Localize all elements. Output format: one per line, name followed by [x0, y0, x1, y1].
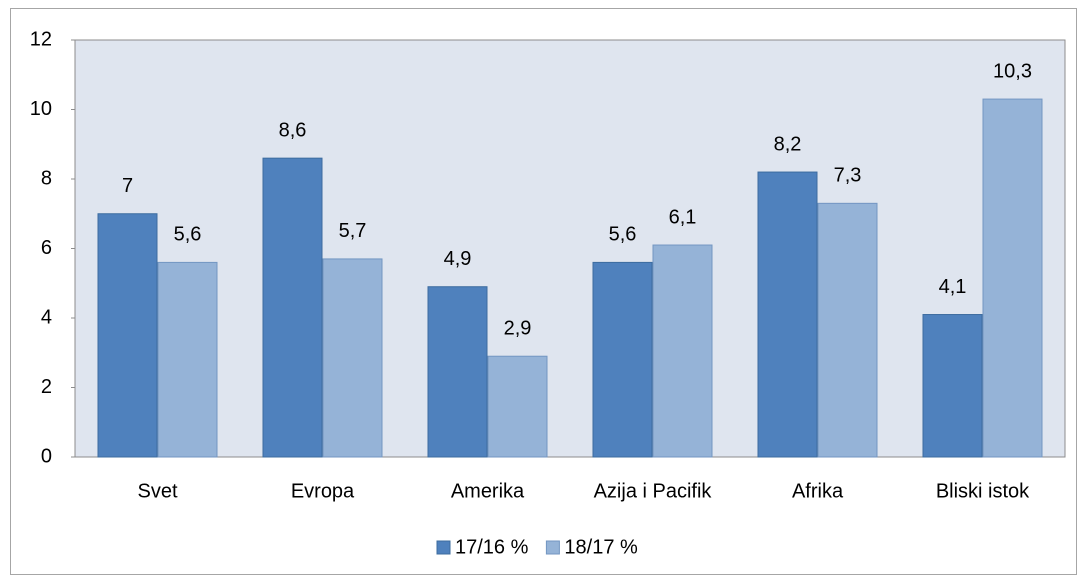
- bar: [262, 157, 323, 458]
- bar: [487, 355, 548, 458]
- value-label: 10,3: [993, 60, 1032, 82]
- x-tick-label: Bliski istok: [936, 480, 1030, 502]
- x-tick-label: Azija i Pacifik: [594, 480, 713, 502]
- bar: [322, 258, 383, 458]
- value-label: 8,6: [279, 119, 307, 141]
- plot-area: [74, 39, 1066, 458]
- y-tick-label: 12: [30, 28, 52, 50]
- bar: [757, 171, 818, 458]
- legend-swatch: [436, 540, 451, 555]
- x-tick-label: Svet: [137, 480, 177, 502]
- x-tick-label: Evropa: [291, 480, 355, 502]
- value-label: 5,7: [339, 220, 367, 242]
- bar: [592, 261, 653, 458]
- legend-label: 17/16 %: [455, 536, 529, 558]
- value-label: 5,6: [174, 224, 202, 246]
- bar: [982, 98, 1043, 458]
- x-tick-label: Afrika: [792, 480, 844, 502]
- bar: [817, 202, 878, 458]
- value-label: 5,6: [609, 224, 637, 246]
- bar: [157, 261, 218, 458]
- value-label: 7,3: [834, 165, 862, 187]
- y-tick-label: 4: [41, 306, 52, 328]
- legend-swatch: [545, 540, 560, 555]
- value-label: 4,9: [444, 248, 472, 270]
- y-tick-label: 6: [41, 237, 52, 259]
- value-label: 8,2: [774, 133, 802, 155]
- y-tick-label: 8: [41, 167, 52, 189]
- value-label: 6,1: [669, 206, 697, 228]
- value-label: 4,1: [939, 276, 967, 298]
- value-label: 7: [122, 175, 133, 197]
- bar: [97, 213, 158, 458]
- bar: [427, 286, 488, 458]
- y-tick-label: 2: [41, 376, 52, 398]
- bar: [922, 314, 983, 458]
- value-label: 2,9: [504, 318, 532, 340]
- y-tick-label: 0: [41, 445, 52, 467]
- x-tick-label: Amerika: [451, 480, 525, 502]
- bar: [652, 244, 713, 458]
- legend-label: 18/17 %: [564, 536, 638, 558]
- y-tick-label: 10: [30, 98, 52, 120]
